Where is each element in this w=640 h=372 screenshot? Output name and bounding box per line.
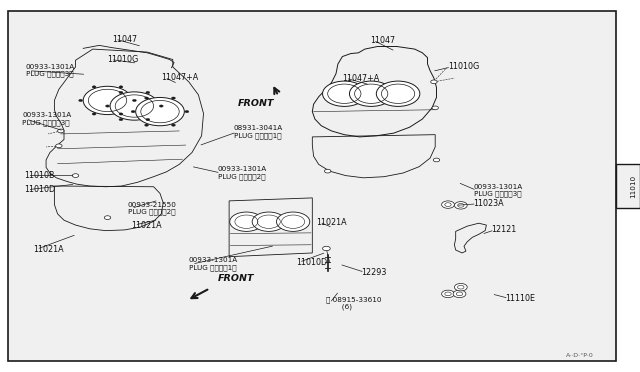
Circle shape [453, 290, 466, 298]
Text: 11021A: 11021A [131, 221, 162, 230]
Circle shape [276, 212, 310, 231]
Text: 11010G: 11010G [108, 55, 139, 64]
Text: 08931-3041A
PLUG プラグ（1）: 08931-3041A PLUG プラグ（1） [234, 125, 283, 139]
Circle shape [72, 174, 79, 177]
Circle shape [110, 92, 159, 120]
Circle shape [136, 97, 184, 126]
Circle shape [442, 290, 454, 298]
Circle shape [145, 124, 148, 126]
Circle shape [145, 97, 148, 99]
Circle shape [454, 283, 467, 291]
Text: 11047+A: 11047+A [342, 74, 380, 83]
Circle shape [92, 86, 96, 88]
Circle shape [119, 86, 123, 88]
Text: FRONT: FRONT [238, 99, 275, 108]
Circle shape [119, 113, 123, 115]
Circle shape [106, 105, 109, 107]
Circle shape [146, 118, 150, 121]
Text: A··D·°P·0: A··D·°P·0 [566, 353, 594, 358]
Circle shape [432, 106, 438, 110]
Circle shape [172, 97, 175, 99]
Text: 11010: 11010 [630, 174, 636, 198]
Bar [616, 164, 640, 208]
Text: FRONT: FRONT [218, 274, 254, 283]
Circle shape [172, 124, 175, 126]
Text: 11047: 11047 [112, 35, 137, 44]
Circle shape [185, 110, 189, 113]
Circle shape [119, 92, 123, 94]
Text: 11047: 11047 [370, 36, 395, 45]
Circle shape [119, 118, 123, 121]
Text: 11010D: 11010D [24, 185, 56, 194]
Circle shape [349, 81, 393, 106]
Circle shape [230, 212, 263, 231]
Text: 11021A: 11021A [33, 245, 64, 254]
Text: 12121: 12121 [492, 225, 516, 234]
Text: 00933-1301A
PLUG プラグ（3）: 00933-1301A PLUG プラグ（3） [474, 184, 523, 197]
Text: 12293: 12293 [362, 268, 387, 277]
Circle shape [324, 169, 331, 173]
Text: 11023A: 11023A [474, 199, 504, 208]
Text: 11021A: 11021A [316, 218, 347, 227]
Circle shape [79, 99, 83, 102]
Text: 11010D: 11010D [296, 258, 327, 267]
Circle shape [252, 212, 285, 231]
Circle shape [146, 92, 150, 94]
Text: 00933-21550
PLUG プラグ（2）: 00933-21550 PLUG プラグ（2） [128, 202, 177, 215]
Text: ⒥ 08915-33610
       (6): ⒥ 08915-33610 (6) [326, 296, 382, 310]
Circle shape [159, 105, 163, 107]
Circle shape [431, 80, 437, 84]
Circle shape [433, 158, 440, 162]
Text: 11010B: 11010B [24, 171, 55, 180]
Text: 11047+A: 11047+A [161, 73, 198, 82]
Circle shape [131, 110, 135, 113]
Circle shape [58, 129, 64, 133]
Circle shape [323, 246, 330, 251]
Circle shape [56, 144, 62, 148]
Circle shape [323, 81, 366, 106]
Circle shape [83, 86, 132, 115]
Text: 00933-1301A
PLUG プラグ（1）: 00933-1301A PLUG プラグ（1） [189, 257, 238, 271]
Circle shape [454, 202, 467, 209]
Text: 00933-1301A
PLUG プラグ（3）: 00933-1301A PLUG プラグ（3） [26, 64, 75, 77]
Text: 11010G: 11010G [448, 62, 479, 71]
Circle shape [92, 113, 96, 115]
Text: 00933-1301A
PLUG プラグ（3）: 00933-1301A PLUG プラグ（3） [22, 112, 72, 126]
Text: 00933-1301A
PLUG プラグ（2）: 00933-1301A PLUG プラグ（2） [218, 166, 267, 180]
Text: 11110E: 11110E [506, 294, 536, 303]
Circle shape [132, 99, 136, 102]
Circle shape [104, 216, 111, 219]
Circle shape [442, 201, 454, 208]
Circle shape [376, 81, 420, 106]
